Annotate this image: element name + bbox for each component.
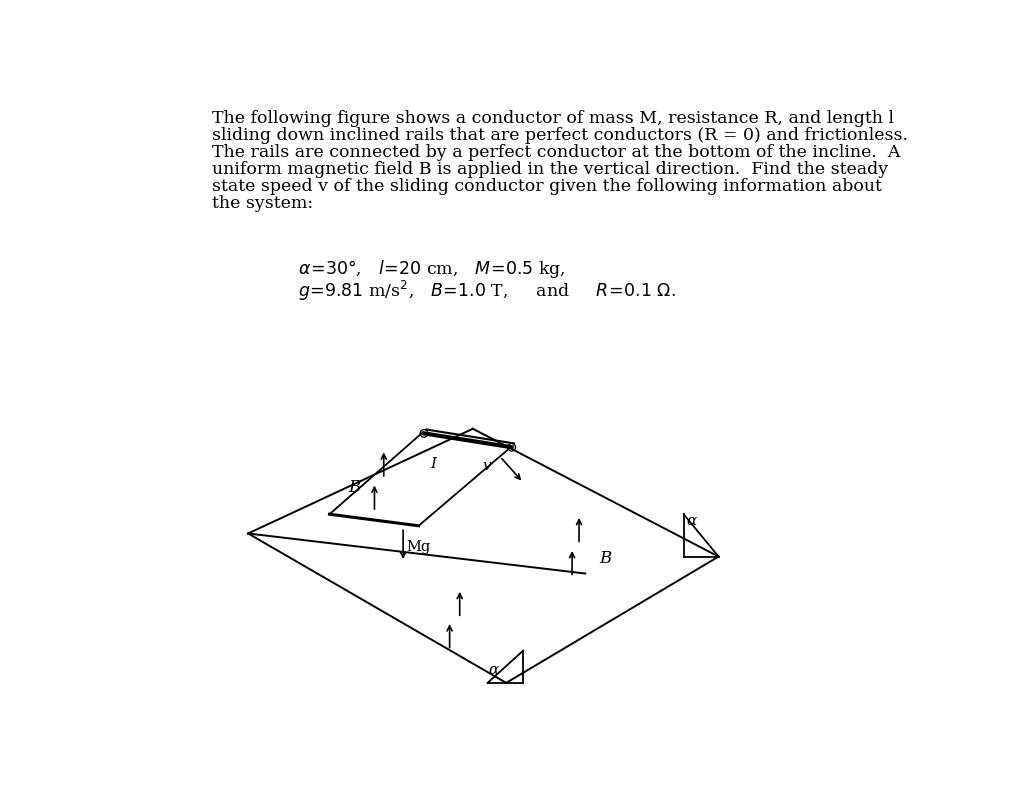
Text: Mg: Mg bbox=[407, 540, 430, 553]
Text: B: B bbox=[348, 479, 360, 496]
Text: state speed v of the sliding conductor given the following information about: state speed v of the sliding conductor g… bbox=[212, 178, 882, 195]
Text: The following figure shows a conductor of mass M, resistance R, and length l: The following figure shows a conductor o… bbox=[212, 110, 894, 127]
Text: The rails are connected by a perfect conductor at the bottom of the incline.  A: The rails are connected by a perfect con… bbox=[212, 144, 900, 161]
Text: the system:: the system: bbox=[212, 195, 312, 211]
Text: sliding down inclined rails that are perfect conductors (R = 0) and frictionless: sliding down inclined rails that are per… bbox=[212, 127, 907, 144]
Text: α: α bbox=[488, 662, 499, 677]
Text: v: v bbox=[482, 459, 490, 473]
Text: $\alpha\!=\!30°$,   $l\!=\!20$ cm,   $M\!=\!0.5$ kg,: $\alpha\!=\!30°$, $l\!=\!20$ cm, $M\!=\!… bbox=[299, 258, 566, 280]
Text: uniform magnetic field B is applied in the vertical direction.  Find the steady: uniform magnetic field B is applied in t… bbox=[212, 161, 888, 178]
Text: I: I bbox=[430, 457, 436, 471]
Text: $g\!=\!9.81$ m/s$^2$,   $B\!=\!1.0$ T,     and     $R\!=\!0.1$ $\Omega$.: $g\!=\!9.81$ m/s$^2$, $B\!=\!1.0$ T, and… bbox=[299, 279, 677, 303]
Text: B: B bbox=[599, 549, 611, 566]
Text: α: α bbox=[686, 514, 696, 528]
